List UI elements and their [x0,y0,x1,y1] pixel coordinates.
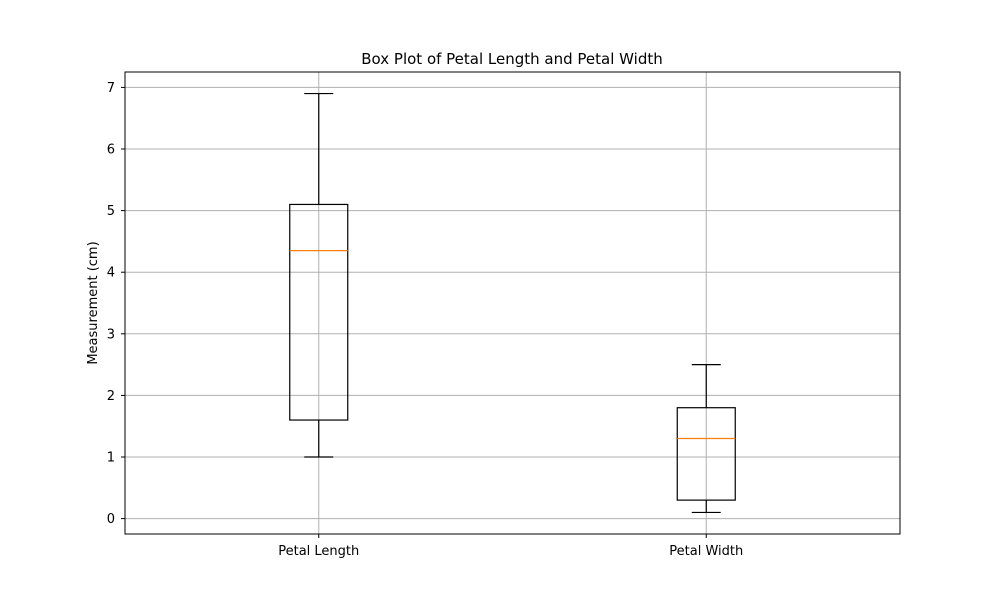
y-tick-label: 3 [107,327,115,342]
y-tick-label: 0 [107,512,115,527]
y-tick-label: 7 [107,81,115,96]
y-tick-label: 6 [107,143,115,158]
y-tick-label: 4 [107,266,115,281]
box-iqr [289,203,349,421]
x-tick-label: Petal Length [278,544,359,559]
x-tick-label: Petal Width [669,544,743,559]
y-tick-label: 2 [107,389,115,404]
y-axis-label: Measurement (cm) [86,241,101,364]
plot-frame [124,71,901,535]
y-tick-label: 1 [107,451,115,466]
box-iqr [676,407,736,501]
y-tick-label: 5 [107,204,115,219]
chart-title: Box Plot of Petal Length and Petal Width [361,50,663,68]
